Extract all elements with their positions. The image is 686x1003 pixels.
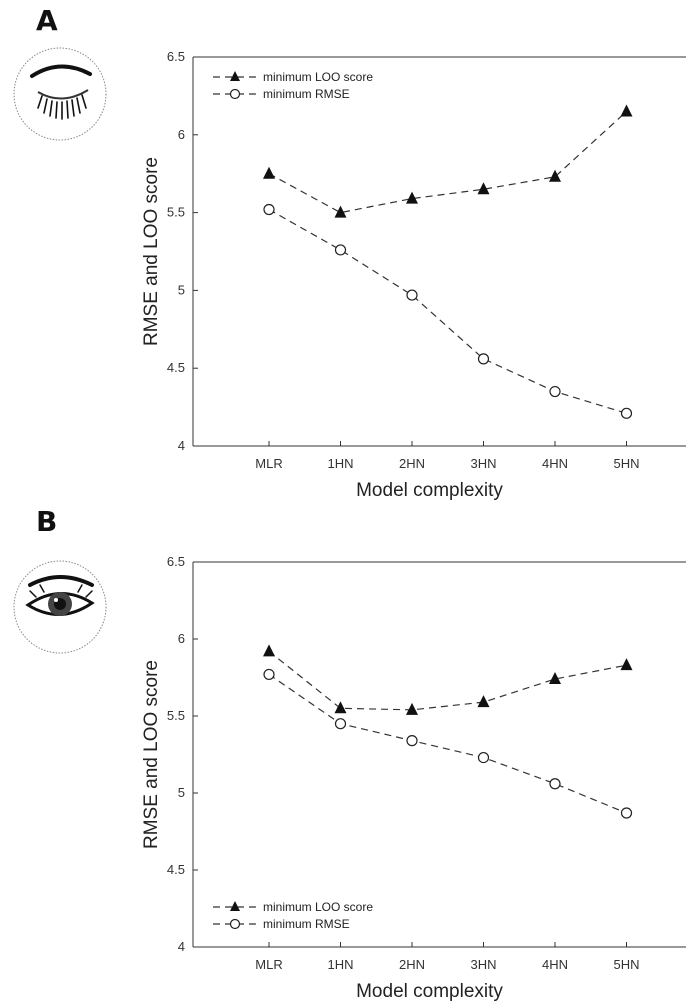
y-tick-label: 5: [178, 282, 185, 297]
legend-label: minimum LOO score: [263, 70, 373, 84]
rmse-circle-marker: [263, 668, 275, 681]
rmse-circle-marker: [406, 735, 418, 747]
legend-circle-marker: [229, 88, 241, 100]
rmse-circle-marker: [549, 385, 561, 398]
loo-triangle-marker: [334, 701, 347, 714]
y-tick-label: 5.5: [167, 205, 185, 220]
x-axis-title: Model complexity: [356, 480, 503, 501]
legend-triangle-marker: [230, 901, 240, 911]
y-tick-label: 4: [178, 939, 185, 954]
closed-eye-icon: [13, 47, 107, 141]
rmse-circle-marker: [263, 203, 275, 216]
chart-b: 4 4.5 5 5.5 6 6.5 MLR 1HN 2HN 3HN 4HN 5HN Model comp…: [141, 554, 686, 1002]
rmse-circle-marker: [334, 244, 347, 256]
x-tick-label: 4HN: [542, 456, 568, 471]
y-tick-label: 4: [178, 438, 185, 453]
rmse-circle-marker: [406, 289, 418, 301]
x-tick-label: MLR: [255, 456, 282, 471]
loo-triangle-marker: [263, 166, 275, 179]
rmse-circle-marker: [477, 353, 490, 365]
y-axis-title: RMSE and LOO score: [141, 157, 162, 346]
loo-triangle-marker: [263, 644, 275, 657]
rmse-circle-marker: [477, 751, 490, 764]
rmse-circle-marker: [620, 807, 633, 819]
loo-triangle-marker: [620, 104, 633, 117]
y-tick-label: 6.5: [167, 554, 185, 569]
loo-triangle-marker: [549, 672, 561, 685]
y-axis-title: RMSE and LOO score: [141, 660, 162, 849]
open-eye-icon: [13, 560, 107, 654]
panel-b-label: B: [36, 505, 58, 538]
y-tick-label: 6: [178, 127, 185, 142]
rmse-circle-marker: [549, 778, 561, 790]
series-line-loo: [268, 650, 627, 711]
rmse-circle-marker: [620, 407, 633, 419]
panel-a-label: A: [36, 4, 58, 37]
x-tick-label: 1HN: [327, 456, 353, 471]
legend-circle-marker: [229, 918, 241, 930]
legend-label: minimum RMSE: [263, 917, 350, 931]
legend-label: minimum RMSE: [263, 87, 350, 101]
rmse-circle-marker: [334, 718, 347, 730]
loo-triangle-marker: [477, 695, 490, 708]
y-tick-label: 6.5: [167, 49, 185, 64]
x-tick-label: 4HN: [542, 957, 568, 972]
y-tick-label: 5: [178, 785, 185, 800]
legend-triangle-marker: [230, 71, 240, 81]
series-line-rmse: [268, 673, 627, 814]
y-tick-label: 5.5: [167, 708, 185, 723]
loo-triangle-marker: [477, 182, 490, 195]
loo-triangle-marker: [406, 191, 418, 204]
x-tick-label: 5HN: [613, 957, 639, 972]
x-axis-title: Model complexity: [356, 981, 503, 1002]
x-tick-label: 3HN: [470, 456, 496, 471]
x-tick-label: 2HN: [399, 957, 425, 972]
loo-triangle-marker: [334, 205, 347, 218]
x-tick-label: MLR: [255, 957, 282, 972]
chart-a: 4 4.5 5 5.5 6 6.5 MLR 1HN 2HN 3HN 4HN 5HN Model comp…: [141, 49, 686, 501]
loo-triangle-marker: [406, 702, 418, 715]
loo-triangle-marker: [549, 169, 561, 182]
series-line-loo: [268, 111, 627, 214]
series-line-rmse: [268, 208, 627, 414]
legend-label: minimum LOO score: [263, 900, 373, 914]
y-tick-label: 4.5: [167, 360, 185, 375]
loo-triangle-marker: [620, 658, 633, 671]
x-tick-label: 1HN: [327, 957, 353, 972]
x-tick-label: 2HN: [399, 456, 425, 471]
x-tick-label: 5HN: [613, 456, 639, 471]
x-tick-label: 3HN: [470, 957, 496, 972]
y-tick-label: 6: [178, 631, 185, 646]
y-tick-label: 4.5: [167, 862, 185, 877]
